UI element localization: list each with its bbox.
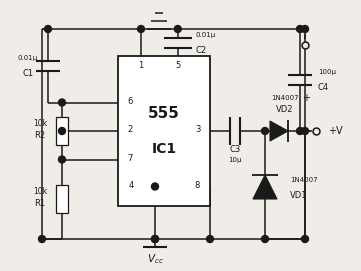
- Text: 1: 1: [138, 62, 144, 70]
- Text: 10μ: 10μ: [228, 157, 242, 163]
- Text: VD2: VD2: [276, 105, 294, 114]
- Text: 0.01μ: 0.01μ: [196, 31, 216, 37]
- Text: 3: 3: [195, 125, 201, 134]
- Text: R2: R2: [34, 131, 45, 140]
- Text: VD1: VD1: [290, 191, 308, 199]
- Circle shape: [296, 25, 304, 33]
- Circle shape: [58, 156, 65, 163]
- Text: 6: 6: [127, 97, 133, 106]
- Text: C2: C2: [196, 46, 207, 55]
- Text: 555: 555: [148, 105, 180, 121]
- Text: R1: R1: [34, 199, 45, 208]
- Text: IC1: IC1: [151, 142, 177, 156]
- Circle shape: [296, 127, 304, 134]
- Text: C3: C3: [229, 144, 241, 153]
- Text: +V: +V: [328, 126, 343, 136]
- Circle shape: [174, 25, 181, 33]
- Text: 1N4007: 1N4007: [290, 177, 318, 183]
- Text: 10k: 10k: [33, 187, 47, 196]
- Circle shape: [39, 235, 45, 243]
- Text: 0.01μ: 0.01μ: [18, 55, 38, 61]
- Circle shape: [206, 235, 213, 243]
- Circle shape: [152, 235, 158, 243]
- Circle shape: [301, 127, 309, 134]
- Polygon shape: [270, 121, 288, 141]
- Text: C1: C1: [22, 69, 34, 78]
- Circle shape: [58, 99, 65, 106]
- Circle shape: [152, 183, 158, 190]
- Polygon shape: [253, 175, 277, 199]
- Circle shape: [138, 25, 144, 33]
- Text: $V_{cc}$: $V_{cc}$: [147, 252, 164, 266]
- Text: +: +: [302, 93, 310, 103]
- Circle shape: [261, 127, 269, 134]
- Circle shape: [261, 235, 269, 243]
- Text: 7: 7: [127, 154, 133, 163]
- Circle shape: [44, 25, 52, 33]
- Circle shape: [58, 127, 65, 134]
- Text: 8: 8: [194, 181, 200, 190]
- Bar: [56, 117, 68, 145]
- Circle shape: [301, 235, 309, 243]
- Text: 5: 5: [175, 62, 180, 70]
- Text: 100μ: 100μ: [318, 69, 336, 75]
- Text: 4: 4: [129, 181, 134, 190]
- Circle shape: [152, 235, 158, 243]
- Circle shape: [301, 25, 309, 33]
- Text: 1N4007: 1N4007: [271, 95, 299, 101]
- Bar: [56, 185, 68, 213]
- Text: C4: C4: [318, 83, 329, 92]
- Text: 10k: 10k: [33, 118, 47, 127]
- Bar: [118, 56, 210, 206]
- Text: 2: 2: [127, 125, 132, 134]
